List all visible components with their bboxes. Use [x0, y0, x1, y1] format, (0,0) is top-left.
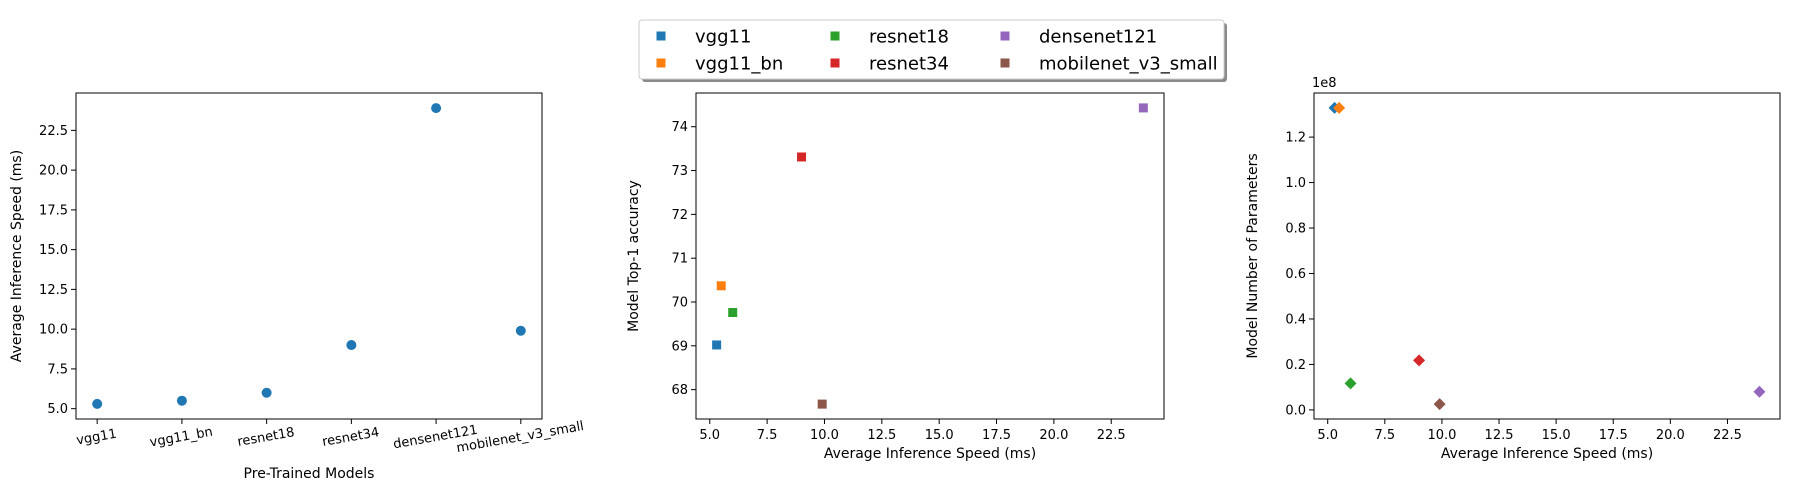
y-tick-label: 72 — [671, 208, 688, 223]
x-tick-label: 20.0 — [1656, 428, 1685, 443]
x-tick-label: resnet18 — [236, 425, 295, 450]
x-tick-label: 15.0 — [1542, 428, 1571, 443]
x-tick-label: 10.0 — [810, 428, 839, 443]
data-point-resnet34 — [346, 340, 357, 351]
data-point-resnet18 — [261, 387, 272, 398]
y-tick-label: 10.0 — [39, 323, 68, 338]
y-tick-label: 74 — [671, 120, 688, 135]
data-point-resnet34 — [797, 152, 807, 162]
plot-frame — [75, 92, 543, 420]
data-point-mobilenet_v3_small — [817, 399, 827, 409]
y-tick-label: 0.0 — [1285, 403, 1306, 418]
y-tick-label: 0.4 — [1285, 312, 1306, 327]
y-tick-label: 15.0 — [39, 243, 68, 258]
y-tick-label: 0.8 — [1285, 222, 1306, 237]
y-tick-label: 69 — [671, 339, 688, 354]
legend-marker-resnet18 — [830, 31, 840, 41]
y-tick-label: 73 — [671, 164, 688, 179]
x-tick-label: 22.5 — [1097, 428, 1126, 443]
legend-label-mobilenet_v3_small: mobilenet_v3_small — [1039, 54, 1218, 75]
data-point-mobilenet_v3_small — [515, 325, 526, 336]
data-point-densenet121 — [431, 103, 442, 114]
x-tick-label: 22.5 — [1713, 428, 1742, 443]
y-axis-label: Model Number of Parameters — [1245, 153, 1261, 358]
x-tick-label: 10.0 — [1427, 428, 1456, 443]
data-point-vgg11 — [712, 340, 722, 350]
legend-label-vgg11_bn: vgg11_bn — [695, 54, 783, 75]
legend-label-resnet18: resnet18 — [869, 27, 949, 48]
y-tick-label: 20.0 — [39, 164, 68, 179]
legend-label-densenet121: densenet121 — [1039, 27, 1157, 48]
y-tick-label: 12.5 — [39, 283, 68, 298]
data-point-resnet34 — [1413, 354, 1426, 367]
data-point-densenet121 — [1138, 103, 1148, 113]
data-point-vgg11_bn — [1333, 101, 1346, 114]
legend-marker-resnet34 — [830, 58, 840, 68]
data-point-densenet121 — [1753, 385, 1766, 398]
parameters-vs-speed-plot: 0.0 0.2 0.4 0.6 0.8 1.0 1.2 5.0 7.5 10.0 12.5 15.0 1… — [1245, 76, 1781, 462]
y-tick-label: 1.0 — [1285, 176, 1306, 191]
x-tick-label: 5.0 — [1317, 428, 1338, 443]
y-tick-label: 5.0 — [47, 402, 68, 417]
x-tick-label: 12.5 — [1485, 428, 1514, 443]
x-axis-label: Average Inference Speed (ms) — [824, 446, 1036, 462]
y-tick-label: 22.5 — [39, 124, 68, 139]
x-tick-label: 20.0 — [1039, 428, 1068, 443]
y-tick-label: 0.2 — [1285, 358, 1306, 373]
speed-by-model-plot: 5.0 7.5 10.0 12.5 15.0 17.5 20.0 22.5 vgg11 vgg11… — [9, 92, 585, 482]
x-tick-label: 5.0 — [699, 428, 720, 443]
x-tick-label: vgg11_bn — [149, 425, 214, 451]
x-tick-label: 15.0 — [925, 428, 954, 443]
y-tick-label: 70 — [671, 296, 688, 311]
legend-marker-vgg11_bn — [656, 58, 666, 68]
x-axis-label: Average Inference Speed (ms) — [1441, 446, 1653, 462]
y-axis-label: Model Top-1 accuracy — [626, 180, 642, 332]
x-tick-label: resnet34 — [321, 425, 380, 450]
data-point-vgg11_bn — [176, 395, 187, 406]
legend-marker-vgg11 — [656, 31, 666, 41]
data-point-resnet18 — [1344, 377, 1357, 390]
data-point-vgg11 — [92, 398, 103, 409]
x-tick-label: 17.5 — [982, 428, 1011, 443]
plot-frame — [1313, 92, 1781, 420]
x-tick-label: 7.5 — [1374, 428, 1395, 443]
legend: vgg11 vgg11_bn resnet18 resnet34 densenet121… — [638, 19, 1227, 82]
data-point-mobilenet_v3_small — [1433, 398, 1446, 411]
x-tick-label: 7.5 — [757, 428, 778, 443]
y-offset-label: 1e8 — [1312, 76, 1337, 91]
legend-label-resnet34: resnet34 — [869, 54, 949, 75]
y-tick-label: 7.5 — [47, 362, 68, 377]
legend-label-vgg11: vgg11 — [695, 27, 751, 48]
plot-frame — [695, 92, 1165, 420]
x-axis-label: Pre-Trained Models — [244, 466, 375, 482]
accuracy-vs-speed-plot: 68 69 70 71 72 73 74 5.0 7.5 10.0 12.5 15.0 17.5 20.0… — [626, 92, 1165, 462]
y-tick-label: 71 — [671, 252, 688, 267]
x-tick-label: vgg11 — [75, 427, 118, 449]
legend-marker-densenet121 — [1000, 31, 1010, 41]
y-tick-label: 1.2 — [1285, 131, 1306, 146]
data-point-resnet18 — [728, 308, 738, 318]
x-tick-label: 12.5 — [867, 428, 896, 443]
legend-marker-mobilenet_v3_small — [1000, 58, 1010, 68]
y-axis-label: Average Inference Speed (ms) — [9, 150, 25, 362]
y-tick-label: 17.5 — [39, 203, 68, 218]
x-tick-label: 17.5 — [1599, 428, 1628, 443]
legend-box — [638, 19, 1225, 80]
y-tick-label: 68 — [671, 383, 688, 398]
y-tick-label: 0.6 — [1285, 267, 1306, 282]
data-point-vgg11_bn — [716, 281, 726, 291]
